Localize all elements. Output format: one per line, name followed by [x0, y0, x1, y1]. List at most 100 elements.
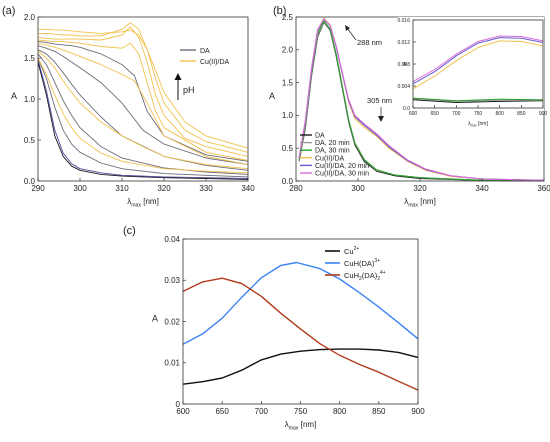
- x-tick-label: 800: [495, 111, 504, 117]
- x-tick-label: 800: [333, 407, 347, 416]
- inset-bg: [398, 17, 544, 113]
- series-line: [412, 99, 544, 103]
- peak-arrowhead-288: [345, 25, 350, 31]
- series-line: [412, 35, 544, 83]
- legend-label: DA: [200, 48, 210, 55]
- series-line: [182, 348, 419, 385]
- y-tick-label: 0.03: [164, 276, 180, 285]
- series-line: [37, 59, 249, 179]
- legend-label: CuH2(DA)24+: [344, 270, 386, 282]
- series-line: [298, 18, 545, 181]
- x-tick-label: 900: [411, 407, 425, 416]
- x-tick-label: 300: [351, 184, 365, 193]
- peak-annotation-305: 305 nm: [367, 96, 392, 105]
- y-tick-label: 0.02: [164, 317, 180, 326]
- x-tick-label: 700: [452, 111, 461, 117]
- series-line: [412, 37, 544, 85]
- series-line: [182, 277, 419, 391]
- series-line: [37, 39, 249, 161]
- legend-label: DA, 30 min: [315, 148, 350, 155]
- series-line: [38, 22, 249, 153]
- y-tick-label: 1.0: [282, 111, 294, 120]
- x-axis-label: λmax [nm]: [285, 420, 317, 431]
- x-axis-label: λmax [nm]: [404, 197, 436, 208]
- x-axis-label: λmax [nm]: [127, 197, 159, 208]
- series-line: [37, 45, 249, 166]
- y-tick-label: 0: [176, 400, 181, 409]
- y-tick-label: 1.5: [24, 54, 36, 63]
- x-tick-label: 330: [199, 184, 213, 193]
- y-tick-label: 0.0: [282, 177, 294, 186]
- legend: DA Cu(II)/DA: [180, 44, 242, 70]
- x-tick-label: 320: [413, 184, 427, 193]
- legend-label: Cu(II)/DA, 20 min: [315, 163, 369, 170]
- x-tick-label: 900: [539, 111, 548, 117]
- x-tick-label: 300: [73, 184, 87, 193]
- peak-arrowhead-305: [378, 116, 384, 122]
- y-axis-label: A: [152, 314, 158, 324]
- x-tick-label: 290: [31, 184, 45, 193]
- y-tick-label: 1.0: [24, 95, 36, 104]
- series-line: [412, 40, 544, 90]
- x-tick-label: 360: [537, 184, 550, 193]
- y-axis-label: A: [11, 91, 17, 101]
- panel-b-label: (b): [273, 5, 286, 17]
- legend-label: Cu(II)/DA: [315, 155, 345, 162]
- x-tick-label: 600: [409, 111, 418, 117]
- series-line: [412, 97, 544, 102]
- x-tick-label: 650: [215, 407, 229, 416]
- legend-label: Cu(II)/DA: [200, 59, 230, 66]
- y-tick-label: 0.004: [397, 84, 410, 90]
- y-tick-label: 2.5: [282, 13, 294, 22]
- y-tick-label: 0.0: [403, 106, 410, 112]
- x-tick-label: 280: [289, 184, 303, 193]
- series-line: [412, 98, 543, 102]
- series-line: [37, 42, 249, 166]
- x-tick-label: 340: [241, 184, 255, 193]
- chart-panel-b-inset: 600 650 700 750 800 850 900 0.0 0.004 0.008 0.012 0…: [397, 17, 547, 128]
- series-line: [182, 261, 419, 345]
- legend-label: Cu2+: [344, 246, 359, 256]
- x-tick-label: 850: [372, 407, 386, 416]
- y-tick-label: 2.0: [24, 13, 36, 22]
- legend-label: CuH(DA)3+: [344, 258, 380, 268]
- legend-label: Cu(II)/DA, 30 min: [315, 171, 369, 178]
- ph-arrowhead: [174, 73, 182, 80]
- series-line: [37, 57, 249, 174]
- y-tick-label: 0.5: [282, 144, 294, 153]
- x-tick-label: 310: [115, 184, 129, 193]
- panel-a-label: (a): [2, 5, 15, 17]
- y-tick-label: 0.012: [397, 40, 410, 46]
- panel-c-label: (c): [123, 225, 136, 237]
- y-tick-label: 2.0: [282, 46, 294, 55]
- legend: Cu2+ CuH(DA)3+ CuH2(DA)24+: [325, 246, 386, 282]
- chart-panel-c: 600 650 700 750 800 850 900 0 0.01 0.02 0.03 0.04 Aλ…: [152, 235, 425, 432]
- ph-annotation: pH: [183, 85, 195, 95]
- y-tick-label: 0.016: [397, 18, 410, 24]
- x-tick-label: 600: [176, 407, 190, 416]
- y-tick-label: 1.5: [282, 78, 294, 87]
- legend-bg: [198, 44, 242, 70]
- series-line: [37, 61, 249, 180]
- y-tick-label: 0.01: [164, 359, 180, 368]
- series-line: [38, 28, 249, 149]
- series-line: [37, 51, 249, 170]
- legend-label: DA, 20 min: [315, 140, 350, 147]
- x-tick-label: 850: [517, 111, 526, 117]
- y-tick-label: 0.008: [397, 62, 410, 68]
- inset-y-axis-label: A: [403, 62, 407, 68]
- y-tick-label: 0.5: [24, 136, 36, 145]
- x-tick-label: 750: [294, 407, 308, 416]
- x-tick-label: 340: [475, 184, 489, 193]
- y-axis-label: A: [269, 91, 275, 101]
- y-tick-label: 0.04: [164, 235, 180, 244]
- peak-arrow-288: [346, 27, 357, 41]
- series-line: [37, 57, 249, 178]
- legend-label: DA: [315, 133, 325, 140]
- x-tick-label: 650: [430, 111, 439, 117]
- inset-x-axis-label: λmax [nm]: [468, 121, 488, 128]
- x-tick-label: 750: [474, 111, 483, 117]
- peak-annotation-288: 288 nm: [357, 38, 382, 47]
